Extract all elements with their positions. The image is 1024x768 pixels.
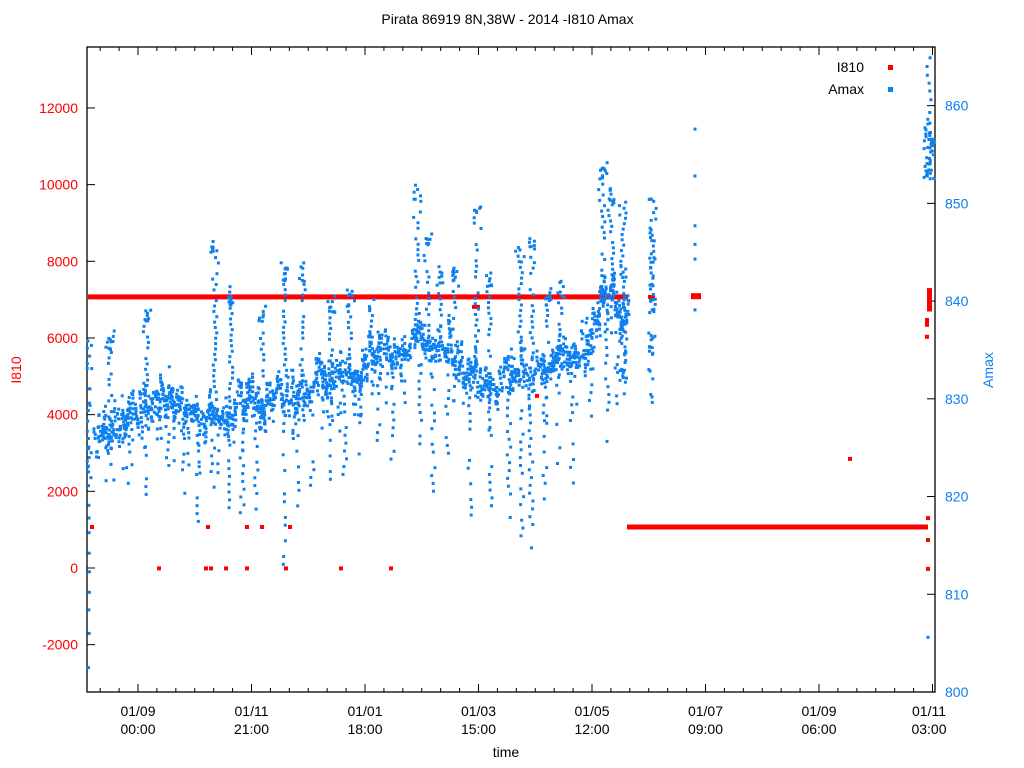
svg-text:21:00: 21:00 bbox=[234, 721, 269, 737]
svg-text:850: 850 bbox=[945, 195, 969, 211]
svg-text:01/05: 01/05 bbox=[574, 703, 609, 719]
svg-text:01/09: 01/09 bbox=[801, 703, 836, 719]
svg-text:800: 800 bbox=[945, 684, 969, 700]
legend-label-amax: Amax bbox=[828, 81, 864, 97]
svg-text:8000: 8000 bbox=[47, 253, 78, 269]
x-axis-tick-labels: 01/09 00:00 01/11 21:00 01/01 18:00 01/03 15:00… bbox=[120, 703, 946, 737]
svg-text:01/07: 01/07 bbox=[688, 703, 723, 719]
right-axis-title: Amax bbox=[980, 352, 996, 388]
svg-text:01/01: 01/01 bbox=[347, 703, 382, 719]
svg-text:830: 830 bbox=[945, 391, 969, 407]
svg-text:2000: 2000 bbox=[47, 483, 78, 499]
svg-text:01/09: 01/09 bbox=[120, 703, 155, 719]
svg-text:860: 860 bbox=[945, 98, 969, 114]
svg-text:09:00: 09:00 bbox=[688, 721, 723, 737]
svg-text:810: 810 bbox=[945, 586, 969, 602]
left-axis-ticks: -2000 0 2000 4000 6000 8000 10000 12000 bbox=[39, 100, 95, 653]
svg-text:03:00: 03:00 bbox=[911, 721, 946, 737]
svg-text:10000: 10000 bbox=[39, 177, 78, 193]
svg-text:01/03: 01/03 bbox=[461, 703, 496, 719]
svg-text:840: 840 bbox=[945, 293, 969, 309]
legend-label-i810: I810 bbox=[836, 59, 864, 75]
svg-text:12:00: 12:00 bbox=[574, 721, 609, 737]
svg-text:6000: 6000 bbox=[47, 330, 78, 346]
svg-text:18:00: 18:00 bbox=[347, 721, 382, 737]
x-axis-title: time bbox=[492, 744, 520, 760]
svg-text:01/11: 01/11 bbox=[912, 703, 946, 719]
legend-row-i810: I810 bbox=[818, 56, 895, 78]
svg-text:0: 0 bbox=[70, 560, 78, 576]
legend-row-amax: Amax bbox=[818, 78, 895, 100]
svg-text:820: 820 bbox=[945, 489, 969, 505]
right-axis-ticks: 800 810 820 830 840 850 860 bbox=[927, 98, 969, 700]
svg-text:06:00: 06:00 bbox=[801, 721, 836, 737]
svg-text:00:00: 00:00 bbox=[120, 721, 155, 737]
svg-text:01/11: 01/11 bbox=[235, 703, 269, 719]
legend-marker-amax-icon bbox=[888, 86, 893, 92]
svg-text:15:00: 15:00 bbox=[461, 721, 496, 737]
legend-marker-i810-icon bbox=[888, 64, 893, 70]
legend: I810 Amax bbox=[818, 56, 895, 100]
svg-text:12000: 12000 bbox=[39, 100, 78, 116]
left-axis-title: I810 bbox=[8, 356, 24, 384]
svg-text:4000: 4000 bbox=[47, 407, 78, 423]
series-i810 bbox=[88, 288, 932, 571]
chart-title: Pirata 86919 8N,38W - 2014 -I810 Amax bbox=[381, 11, 634, 27]
svg-text:-2000: -2000 bbox=[42, 637, 78, 653]
series-amax bbox=[85, 56, 936, 670]
